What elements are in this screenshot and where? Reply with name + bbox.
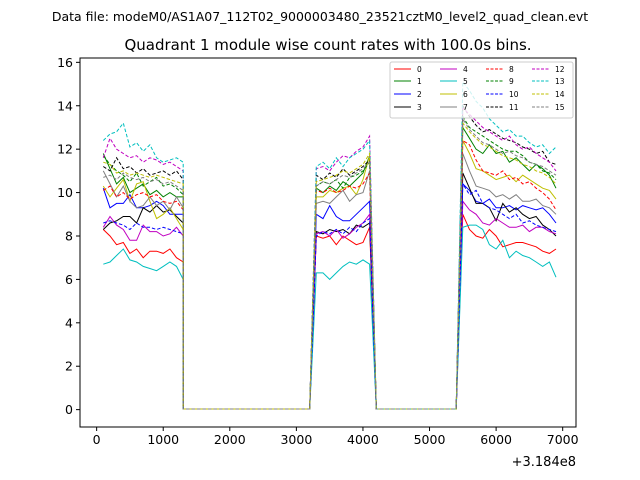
series-line-1 xyxy=(102,125,557,410)
legend-label-4: 4 xyxy=(463,65,468,74)
y-tick-label: 16 xyxy=(57,55,73,70)
legend-label-15: 15 xyxy=(555,103,565,112)
x-offset-label: +3.184e8 xyxy=(512,455,576,470)
legend-label-11: 11 xyxy=(509,103,519,112)
series-line-11 xyxy=(103,104,557,410)
legend-label-10: 10 xyxy=(509,90,519,99)
y-tick-label: 0 xyxy=(65,402,73,417)
legend-label-12: 12 xyxy=(555,65,565,74)
series-line-4 xyxy=(102,199,557,410)
series-line-12 xyxy=(102,106,557,410)
legend-label-9: 9 xyxy=(509,77,514,86)
x-tick-label: 3000 xyxy=(280,432,312,447)
legend-label-2: 2 xyxy=(417,90,422,99)
legend-label-5: 5 xyxy=(463,77,468,86)
chart-title: Quadrant 1 module wise count rates with … xyxy=(124,36,531,54)
series-line-8 xyxy=(103,139,557,410)
y-tick-label: 2 xyxy=(65,359,73,374)
series-line-0 xyxy=(102,214,557,410)
legend-frame xyxy=(389,61,574,119)
x-tick-label: 6000 xyxy=(480,432,512,447)
legend-label-8: 8 xyxy=(509,65,514,74)
series-layer xyxy=(102,80,557,410)
y-axis: 0 2 4 6 8 10 12 14 16 xyxy=(57,55,80,417)
y-tick-label: 10 xyxy=(57,185,73,200)
plot-area xyxy=(80,58,576,427)
series-line-10 xyxy=(103,182,557,410)
y-tick-label: 12 xyxy=(57,142,73,157)
legend-label-0: 0 xyxy=(417,65,422,74)
series-line-15 xyxy=(103,117,557,410)
series-line-14 xyxy=(103,121,557,410)
legend-label-6: 6 xyxy=(463,90,468,99)
series-line-3 xyxy=(102,172,557,410)
legend-label-14: 14 xyxy=(555,90,565,99)
y-tick-label: 6 xyxy=(65,272,73,287)
x-axis: 0 1000 2000 3000 4000 5000 6000 7000 xyxy=(93,427,579,447)
series-line-5 xyxy=(103,224,557,410)
legend-label-7: 7 xyxy=(463,103,468,112)
series-line-7 xyxy=(102,153,557,410)
x-tick-label: 4000 xyxy=(347,432,379,447)
suptitle: Data file: modeM0/AS1A07_112T02_90000034… xyxy=(52,9,588,24)
series-line-6 xyxy=(102,140,557,410)
x-tick-label: 0 xyxy=(93,432,101,447)
legend-label-1: 1 xyxy=(417,77,422,86)
x-tick-label: 2000 xyxy=(214,432,246,447)
y-tick-label: 8 xyxy=(65,228,73,243)
y-tick-label: 14 xyxy=(57,98,73,113)
plot-frame xyxy=(79,57,577,428)
legend-label-3: 3 xyxy=(417,103,422,112)
y-tick-label: 4 xyxy=(65,315,73,330)
x-tick-label: 7000 xyxy=(547,432,579,447)
legend-label-13: 13 xyxy=(555,77,565,86)
x-tick-label: 1000 xyxy=(147,432,179,447)
series-line-2 xyxy=(102,182,557,410)
x-tick-label: 5000 xyxy=(414,432,446,447)
